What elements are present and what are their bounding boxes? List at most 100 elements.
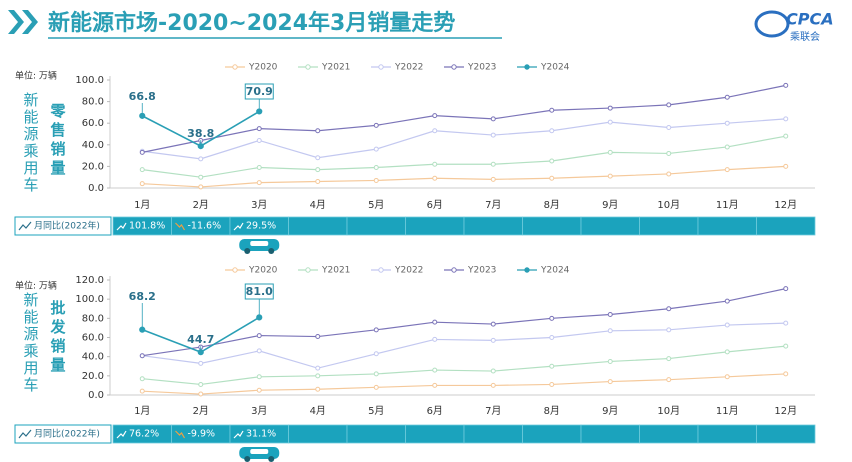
- series-marker: [724, 349, 730, 355]
- yoy-cell: [405, 216, 465, 236]
- x-tick-label: 2月: [193, 199, 209, 211]
- series-marker: [139, 181, 145, 187]
- series-marker: [139, 388, 145, 394]
- yoy-cell: [522, 424, 582, 444]
- data-label: 66.8: [129, 90, 156, 103]
- series-marker: [139, 376, 145, 382]
- series-marker: [373, 122, 379, 128]
- series-marker: [139, 112, 146, 119]
- series-marker: [549, 363, 555, 369]
- yoy-icon: [18, 221, 32, 231]
- x-tick-label: 9月: [602, 405, 618, 417]
- series-marker: [256, 164, 262, 170]
- series-marker: [549, 175, 555, 181]
- series-marker: [724, 374, 730, 380]
- legend-label: Y2020: [248, 63, 278, 73]
- series-marker: [139, 353, 145, 359]
- series-marker: [666, 102, 672, 108]
- series-marker: [373, 177, 379, 183]
- x-tick-label: 11月: [716, 199, 739, 211]
- series-marker: [315, 334, 321, 340]
- x-tick-label: 3月: [251, 199, 267, 211]
- x-tick-label: 4月: [310, 199, 326, 211]
- legend-marker: [305, 64, 311, 70]
- series-marker: [198, 360, 204, 366]
- series-marker: [432, 113, 438, 119]
- series-marker: [198, 184, 204, 190]
- series-marker: [256, 387, 262, 393]
- series-marker: [197, 142, 204, 150]
- yoy-label-cell: [14, 424, 112, 444]
- yoy-arrow: [116, 222, 127, 231]
- y-tick-label: 40.0: [82, 352, 104, 363]
- series-marker: [315, 179, 321, 185]
- series-marker: [373, 351, 379, 357]
- car-window: [250, 449, 269, 454]
- series-marker: [490, 116, 496, 122]
- yoy-label-cell: [14, 216, 112, 236]
- series-line: [142, 373, 786, 395]
- legend-marker: [305, 267, 311, 273]
- series-marker: [666, 150, 672, 156]
- yoy-cell: [639, 424, 699, 444]
- series-marker: [783, 320, 789, 326]
- series-marker: [197, 349, 204, 356]
- series-marker: [724, 120, 730, 126]
- series-marker: [490, 368, 496, 374]
- yoy-cell: [346, 216, 406, 236]
- y-tick-label: 0.0: [88, 183, 104, 194]
- series-marker: [549, 381, 555, 387]
- series-marker: [666, 125, 672, 131]
- series-marker: [315, 167, 321, 173]
- legend-label: Y2022: [394, 63, 423, 73]
- series-marker: [607, 105, 613, 111]
- data-label: 70.9: [246, 85, 273, 98]
- x-tick-label: 6月: [427, 405, 443, 417]
- series-marker: [783, 133, 789, 139]
- legend-marker: [451, 267, 457, 273]
- legend-label: Y2020: [248, 266, 278, 276]
- series-marker: [549, 315, 555, 321]
- series-marker: [724, 322, 730, 328]
- y-tick-label: 100.0: [75, 75, 104, 86]
- yoy-cell: [580, 424, 640, 444]
- series-marker: [490, 321, 496, 327]
- series-marker: [490, 161, 496, 167]
- series-marker: [315, 386, 321, 392]
- logo-sub: 乘联会: [790, 30, 820, 43]
- legend-label: Y2024: [540, 63, 570, 73]
- yoy-arrow: [116, 430, 127, 439]
- yoy-cell: [639, 216, 699, 236]
- series-marker: [549, 107, 555, 113]
- legend-label: Y2024: [540, 266, 570, 276]
- y-tick-label: 20.0: [82, 371, 104, 382]
- y-tick-label: 100.0: [75, 294, 104, 305]
- series-marker: [783, 371, 789, 377]
- label-box: [244, 83, 274, 100]
- series-marker: [315, 155, 321, 161]
- series-marker: [607, 149, 613, 155]
- series-marker: [607, 119, 613, 125]
- series-marker: [432, 382, 438, 388]
- series-line: [142, 288, 786, 357]
- data-label: 81.0: [246, 285, 273, 298]
- yoy-cell: [405, 424, 465, 444]
- series-marker: [373, 384, 379, 390]
- y-label-main: 新能源乘用车: [22, 292, 40, 394]
- unit-label: 单位: 万辆: [15, 280, 57, 292]
- legend-label: Y2023: [467, 266, 496, 276]
- series-marker: [256, 108, 263, 115]
- x-tick-label: 1月: [134, 199, 150, 211]
- logo-mark: [754, 10, 790, 38]
- yoy-value: 76.2%: [129, 429, 159, 440]
- series-marker: [666, 171, 672, 177]
- series-marker: [432, 175, 438, 181]
- legend-label: Y2023: [467, 63, 496, 73]
- y-tick-label: 120.0: [75, 275, 104, 286]
- series-marker: [432, 161, 438, 167]
- car-wheel: [244, 248, 251, 254]
- yoy-value: 101.8%: [129, 221, 165, 232]
- series-marker: [607, 358, 613, 364]
- x-tick-label: 10月: [657, 199, 680, 211]
